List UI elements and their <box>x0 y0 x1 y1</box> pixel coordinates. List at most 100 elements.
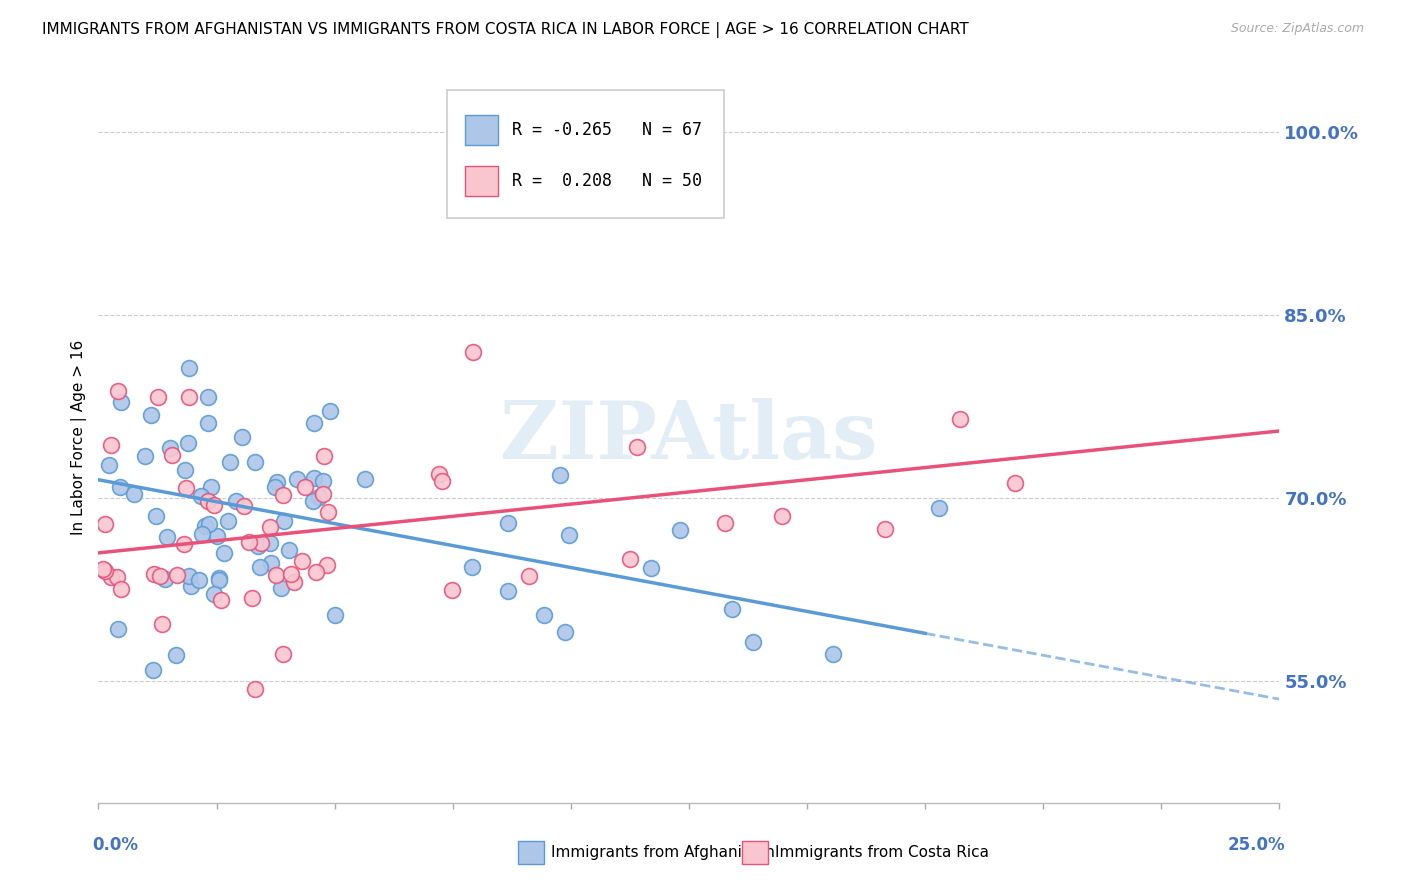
Point <box>94 516 117 531</box>
Point <box>264 568 287 582</box>
Point <box>302 494 325 508</box>
Point <box>312 487 335 501</box>
Point <box>304 566 326 580</box>
Point <box>202 498 225 512</box>
Point <box>427 467 450 482</box>
Point <box>145 508 167 523</box>
Point <box>217 514 239 528</box>
Point <box>197 416 219 430</box>
Point <box>263 480 285 494</box>
Point <box>152 617 174 632</box>
Point <box>875 522 897 536</box>
Point <box>105 569 128 583</box>
FancyBboxPatch shape <box>517 841 544 864</box>
Point <box>205 529 228 543</box>
Point <box>354 472 377 486</box>
Point <box>198 516 221 531</box>
Text: ZIPAtlas: ZIPAtlas <box>501 398 877 476</box>
Point <box>314 450 336 464</box>
Point <box>122 487 145 501</box>
Point <box>550 467 572 482</box>
Point <box>179 390 201 404</box>
Point <box>823 647 845 661</box>
Point <box>231 429 253 443</box>
Point <box>1004 476 1026 491</box>
Point <box>294 480 316 494</box>
Point <box>669 523 692 537</box>
FancyBboxPatch shape <box>742 841 768 864</box>
Point <box>214 546 236 560</box>
Point <box>302 417 325 431</box>
Text: IMMIGRANTS FROM AFGHANISTAN VS IMMIGRANTS FROM COSTA RICA IN LABOR FORCE | AGE >: IMMIGRANTS FROM AFGHANISTAN VS IMMIGRANT… <box>42 22 969 38</box>
Point <box>271 647 294 661</box>
Point <box>174 481 197 495</box>
Point <box>315 558 337 573</box>
FancyBboxPatch shape <box>464 115 498 145</box>
Text: R = -0.265   N = 67: R = -0.265 N = 67 <box>512 121 702 139</box>
Point <box>308 490 330 504</box>
Text: Immigrants from Costa Rica: Immigrants from Costa Rica <box>775 845 990 860</box>
Point <box>107 622 129 636</box>
Point <box>139 408 162 422</box>
Point <box>191 526 214 541</box>
Point <box>461 344 484 359</box>
Point <box>156 531 179 545</box>
Point <box>108 480 131 494</box>
Point <box>208 571 231 585</box>
Point <box>100 570 122 584</box>
Point <box>496 584 519 599</box>
Point <box>200 480 222 494</box>
Point <box>558 528 581 542</box>
Point <box>283 574 305 589</box>
Point <box>290 554 312 568</box>
Point <box>160 448 183 462</box>
Point <box>107 384 129 399</box>
Point <box>219 455 242 469</box>
Point <box>180 579 202 593</box>
Point <box>177 436 200 450</box>
Point <box>432 474 454 488</box>
Point <box>173 463 195 477</box>
Point <box>159 441 181 455</box>
FancyBboxPatch shape <box>464 167 498 195</box>
Point <box>149 569 172 583</box>
Point <box>266 475 288 490</box>
Point <box>166 568 188 582</box>
Point <box>949 412 972 426</box>
Point <box>318 403 340 417</box>
Text: R =  0.208   N = 50: R = 0.208 N = 50 <box>512 172 702 190</box>
Point <box>243 682 266 697</box>
Point <box>238 535 260 549</box>
Point <box>554 625 576 640</box>
Point <box>312 474 335 488</box>
Point <box>619 552 641 566</box>
Point <box>155 572 177 586</box>
Point <box>134 449 156 463</box>
Point <box>245 455 267 469</box>
Point <box>461 559 484 574</box>
Y-axis label: In Labor Force | Age > 16: In Labor Force | Age > 16 <box>72 340 87 534</box>
Point <box>928 500 950 515</box>
Point <box>770 509 793 524</box>
Point <box>190 489 212 503</box>
Point <box>202 587 225 601</box>
Point <box>714 516 737 530</box>
Point <box>280 567 302 582</box>
Point <box>142 566 165 581</box>
Point <box>91 562 114 576</box>
Point <box>194 519 217 533</box>
Point <box>626 440 648 454</box>
Point <box>323 608 346 623</box>
Text: 0.0%: 0.0% <box>93 836 139 854</box>
Point <box>316 505 339 519</box>
Point <box>270 581 292 595</box>
Point <box>100 437 122 451</box>
Point <box>640 560 662 574</box>
Point <box>187 573 209 587</box>
Text: 25.0%: 25.0% <box>1227 836 1285 854</box>
Point <box>285 472 308 486</box>
Point <box>741 635 763 649</box>
Point <box>197 493 219 508</box>
Point <box>233 500 256 514</box>
Point <box>441 582 464 597</box>
